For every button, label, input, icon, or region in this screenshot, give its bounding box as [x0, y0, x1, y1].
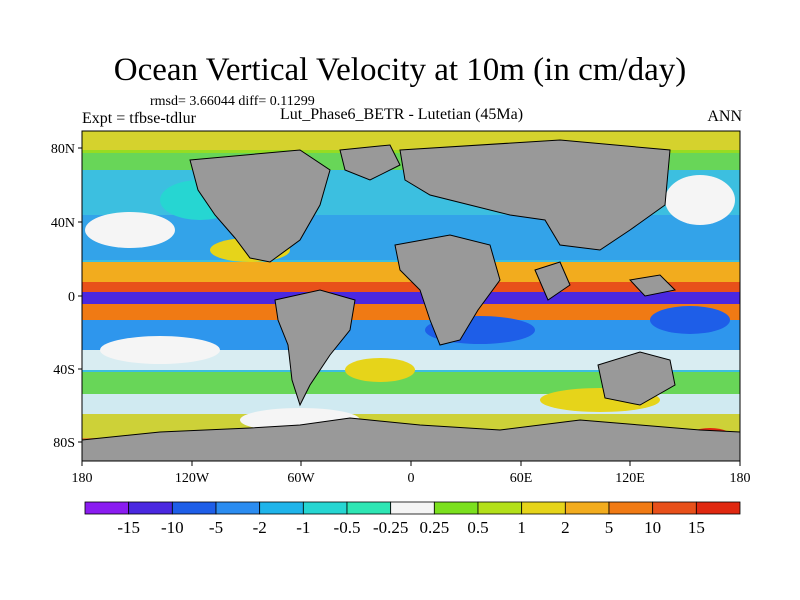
rmsd-diff-stats: rmsd= 3.66044 diff= 0.11299: [150, 94, 315, 109]
colorbar-swatch: [302, 501, 348, 515]
lat-tick-80s: 80S: [53, 436, 75, 451]
lat-tick-40s: 40S: [53, 363, 75, 378]
colorbar-level-label: 5: [605, 518, 614, 537]
colorbar-level-label: -1: [296, 518, 310, 537]
colorbar-level-label: -10: [161, 518, 184, 537]
land-south-america: [274, 289, 356, 407]
colorbar-swatch: [390, 501, 435, 515]
colorbar-swatch: [128, 501, 173, 515]
colorbar-swatch: [477, 501, 523, 515]
colorbar-swatch: [564, 501, 610, 515]
colorbar-level-label: -0.5: [334, 518, 361, 537]
map-title: Ocean Vertical Velocity at 10m (in cm/da…: [113, 52, 687, 88]
lon-tick-60w: 60W: [287, 471, 315, 486]
colorbar-swatch: [346, 501, 392, 515]
land-africa: [394, 234, 501, 346]
land-masses: [82, 139, 740, 461]
lon-tick-120w: 120W: [175, 471, 210, 486]
lon-axis: 180 120W 60W 0 60E 120E 180: [72, 461, 751, 486]
colorbar-level-label: 0.5: [467, 518, 488, 537]
lon-tick-60e: 60E: [510, 471, 533, 486]
colorbar-level-label: 1: [517, 518, 526, 537]
colorbar-level-label: 2: [561, 518, 570, 537]
lon-tick-0: 0: [408, 471, 415, 486]
colorbar-level-label: -5: [209, 518, 223, 537]
colorbar: -15 -10 -5 -2 -1 -0.5 -0.25 0.25 0.5 1 2 5 10 15: [84, 501, 741, 537]
colorbar-level-label: -0.25: [373, 518, 408, 537]
colorbar-swatch: [171, 501, 217, 515]
land-eurasia: [399, 139, 671, 251]
lat-axis: 80N 40N 0 40S 80S: [51, 142, 82, 451]
lon-tick-120e: 120E: [615, 471, 645, 486]
land-maritime: [628, 274, 677, 297]
land-antarctica: [82, 417, 740, 461]
colorbar-swatch: [695, 501, 741, 515]
lat-tick-80n: 80N: [51, 142, 75, 157]
lat-tick-40n: 40N: [51, 216, 75, 231]
land-india: [534, 261, 571, 301]
lon-tick-180w: 180: [72, 471, 93, 486]
colorbar-level-label: -2: [253, 518, 267, 537]
ocean-velocity-field: [82, 131, 740, 461]
season-label: ANN: [707, 108, 742, 125]
colorbar-level-label: 10: [644, 518, 661, 537]
colorbar-swatch: [608, 501, 654, 515]
experiment-label: Expt = tfbse-tdlur: [82, 110, 196, 127]
colorbar-level-label: -15: [117, 518, 140, 537]
lon-tick-180e: 180: [730, 471, 751, 486]
colorbar-swatch: [84, 501, 130, 515]
colorbar-swatch: [215, 501, 261, 515]
land-north-america: [189, 149, 331, 263]
colorbar-swatch: [652, 501, 697, 515]
land-australia: [597, 351, 676, 406]
land-greenland: [339, 144, 401, 181]
colorbar-swatch: [433, 501, 479, 515]
run-subtitle: Lut_Phase6_BETR - Lutetian (45Ma): [280, 106, 524, 123]
colorbar-level-label: 15: [688, 518, 705, 537]
colorbar-swatch: [259, 501, 304, 515]
colorbar-swatch: [521, 501, 566, 515]
colorbar-level-label: 0.25: [419, 518, 449, 537]
lat-tick-0: 0: [68, 290, 75, 305]
